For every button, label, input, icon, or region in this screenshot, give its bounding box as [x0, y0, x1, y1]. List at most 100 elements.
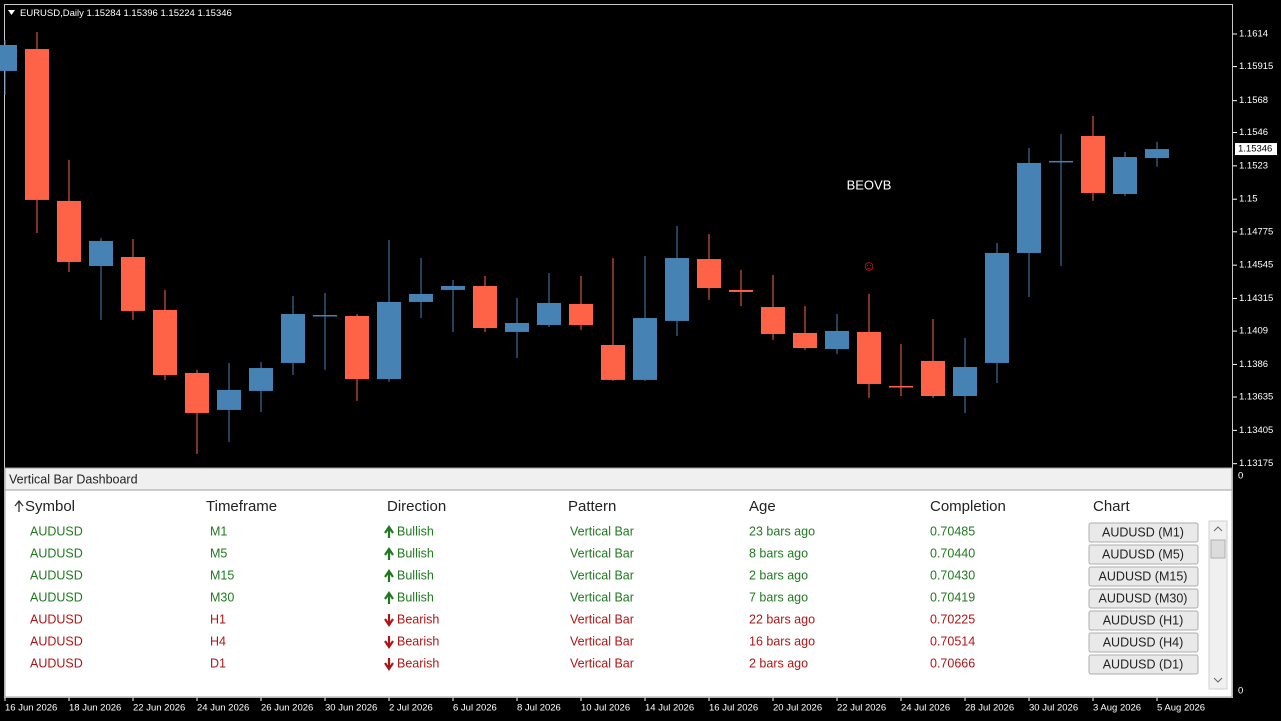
x-tick-label: 8 Jul 2026 [517, 703, 561, 714]
chart-title: EURUSD,Daily [20, 8, 84, 19]
x-tick-label: 24 Jun 2026 [197, 703, 249, 714]
x-tick-label: 22 Jul 2026 [837, 703, 886, 714]
scroll-up[interactable] [1213, 526, 1223, 532]
x-tick-label: 6 Jul 2026 [453, 703, 497, 714]
y-tick-label: 1.1386 [1239, 359, 1268, 370]
cell: Vertical Bar [570, 590, 634, 604]
x-tick-label: 30 Jun 2026 [325, 703, 377, 714]
annotation: BEOVB [847, 177, 892, 192]
y-tick-label: 1.13405 [1239, 425, 1273, 436]
chart-button[interactable] [1088, 610, 1199, 631]
candle-body [217, 389, 241, 410]
chart-button-label[interactable]: AUDUSD (H1) [1103, 613, 1184, 627]
chart-button[interactable] [1088, 654, 1199, 675]
cell: 23 bars ago [749, 524, 815, 538]
candle-body [25, 49, 49, 200]
ohlc-low: 1.15224 [160, 8, 194, 19]
cell: Vertical Bar [570, 612, 634, 626]
chart-button[interactable] [1088, 544, 1199, 565]
cell: 22 bars ago [749, 612, 815, 626]
cell: M30 [210, 590, 234, 604]
candle-body [921, 360, 945, 397]
cell: 0.70430 [930, 568, 975, 582]
chart-button[interactable] [1088, 522, 1199, 543]
x-tick-label: 18 Jun 2026 [69, 703, 121, 714]
chart-button-label[interactable]: AUDUSD (H4) [1103, 635, 1184, 649]
cell: Bullish [397, 590, 434, 604]
cell: M15 [210, 568, 234, 582]
column-header: Age [749, 498, 776, 515]
cell: Bearish [397, 612, 439, 626]
candle-body [825, 330, 849, 350]
candle-body [601, 344, 625, 380]
x-tick-label: 22 Jun 2026 [133, 703, 185, 714]
cell: AUDUSD [30, 590, 83, 604]
chart-button[interactable] [1088, 632, 1199, 653]
candle-body [665, 258, 689, 321]
y-tick-label: 1.1568 [1239, 95, 1268, 106]
candle-body [1145, 149, 1169, 159]
cell: AUDUSD [30, 568, 83, 582]
chart-button-label[interactable]: AUDUSD (M30) [1099, 591, 1188, 605]
direction-arrow [384, 658, 394, 671]
panel-axis-label: 0 [1238, 471, 1243, 482]
cell: 16 bars ago [749, 634, 815, 648]
candle-body [1081, 136, 1105, 193]
cell: AUDUSD [30, 524, 83, 538]
cell: Bullish [397, 568, 434, 582]
column-header: Direction [387, 498, 446, 515]
sort-arrow [14, 499, 24, 512]
dashboard-table: Symbol Timeframe Direction Pattern Age Comple… [25, 498, 1199, 675]
y-tick-label: 1.1546 [1239, 127, 1268, 138]
cell: AUDUSD [30, 612, 83, 626]
scroll-down[interactable] [1213, 677, 1223, 683]
cell: AUDUSD [30, 546, 83, 560]
cell: 0.70514 [930, 634, 975, 648]
ohlc-high: 1.15396 [124, 8, 158, 19]
direction-arrow [384, 614, 394, 627]
cell: D1 [210, 656, 226, 670]
cell: Vertical Bar [570, 568, 634, 582]
x-tick-label: 2 Jul 2026 [389, 703, 433, 714]
chart-button-label[interactable]: AUDUSD (M15) [1099, 569, 1188, 583]
chart-button-label[interactable]: AUDUSD (D1) [1103, 657, 1184, 671]
candle-body [953, 367, 977, 397]
candle-body [569, 303, 593, 325]
candle-body [473, 286, 497, 329]
cell: 0.70485 [930, 524, 975, 538]
x-tick-label: 30 Jul 2026 [1029, 703, 1078, 714]
chart-button-label[interactable]: AUDUSD (M1) [1102, 525, 1184, 539]
price-marker-label: 1.15346 [1238, 144, 1272, 155]
scrollbar[interactable] [1208, 520, 1228, 690]
cell: 2 bars ago [749, 656, 808, 670]
y-tick-label: 1.14545 [1239, 260, 1273, 271]
cell: M5 [210, 546, 227, 560]
chart-button-label[interactable]: AUDUSD (M5) [1102, 547, 1184, 561]
candle-body [1017, 162, 1041, 253]
cell: 0.70440 [930, 546, 975, 560]
cell: 0.70419 [930, 590, 975, 604]
candle-body [633, 318, 657, 380]
candle-body [281, 313, 305, 363]
candle-body [185, 372, 209, 413]
candle-body [441, 286, 465, 290]
panel-axis-label: 0 [1238, 686, 1243, 697]
candle-body [377, 301, 401, 380]
chart-header: EURUSD,Daily 1.15284 1.15396 1.15224 1.1… [20, 8, 232, 19]
chart-button[interactable] [1088, 566, 1199, 587]
direction-arrow [384, 569, 394, 582]
column-header: Chart [1093, 498, 1131, 515]
x-tick-label: 16 Jul 2026 [709, 703, 758, 714]
candle-body [0, 44, 17, 71]
scroll-thumb[interactable] [1210, 539, 1226, 559]
candle-body [153, 309, 177, 375]
chart-button[interactable] [1088, 588, 1199, 609]
x-tick-label: 26 Jun 2026 [261, 703, 313, 714]
cell: Vertical Bar [570, 546, 634, 560]
x-tick-label: 24 Jul 2026 [901, 703, 950, 714]
direction-arrow [384, 636, 394, 649]
menu-triangle [8, 10, 15, 15]
cell: 7 bars ago [749, 590, 808, 604]
cell: Vertical Bar [570, 656, 634, 670]
